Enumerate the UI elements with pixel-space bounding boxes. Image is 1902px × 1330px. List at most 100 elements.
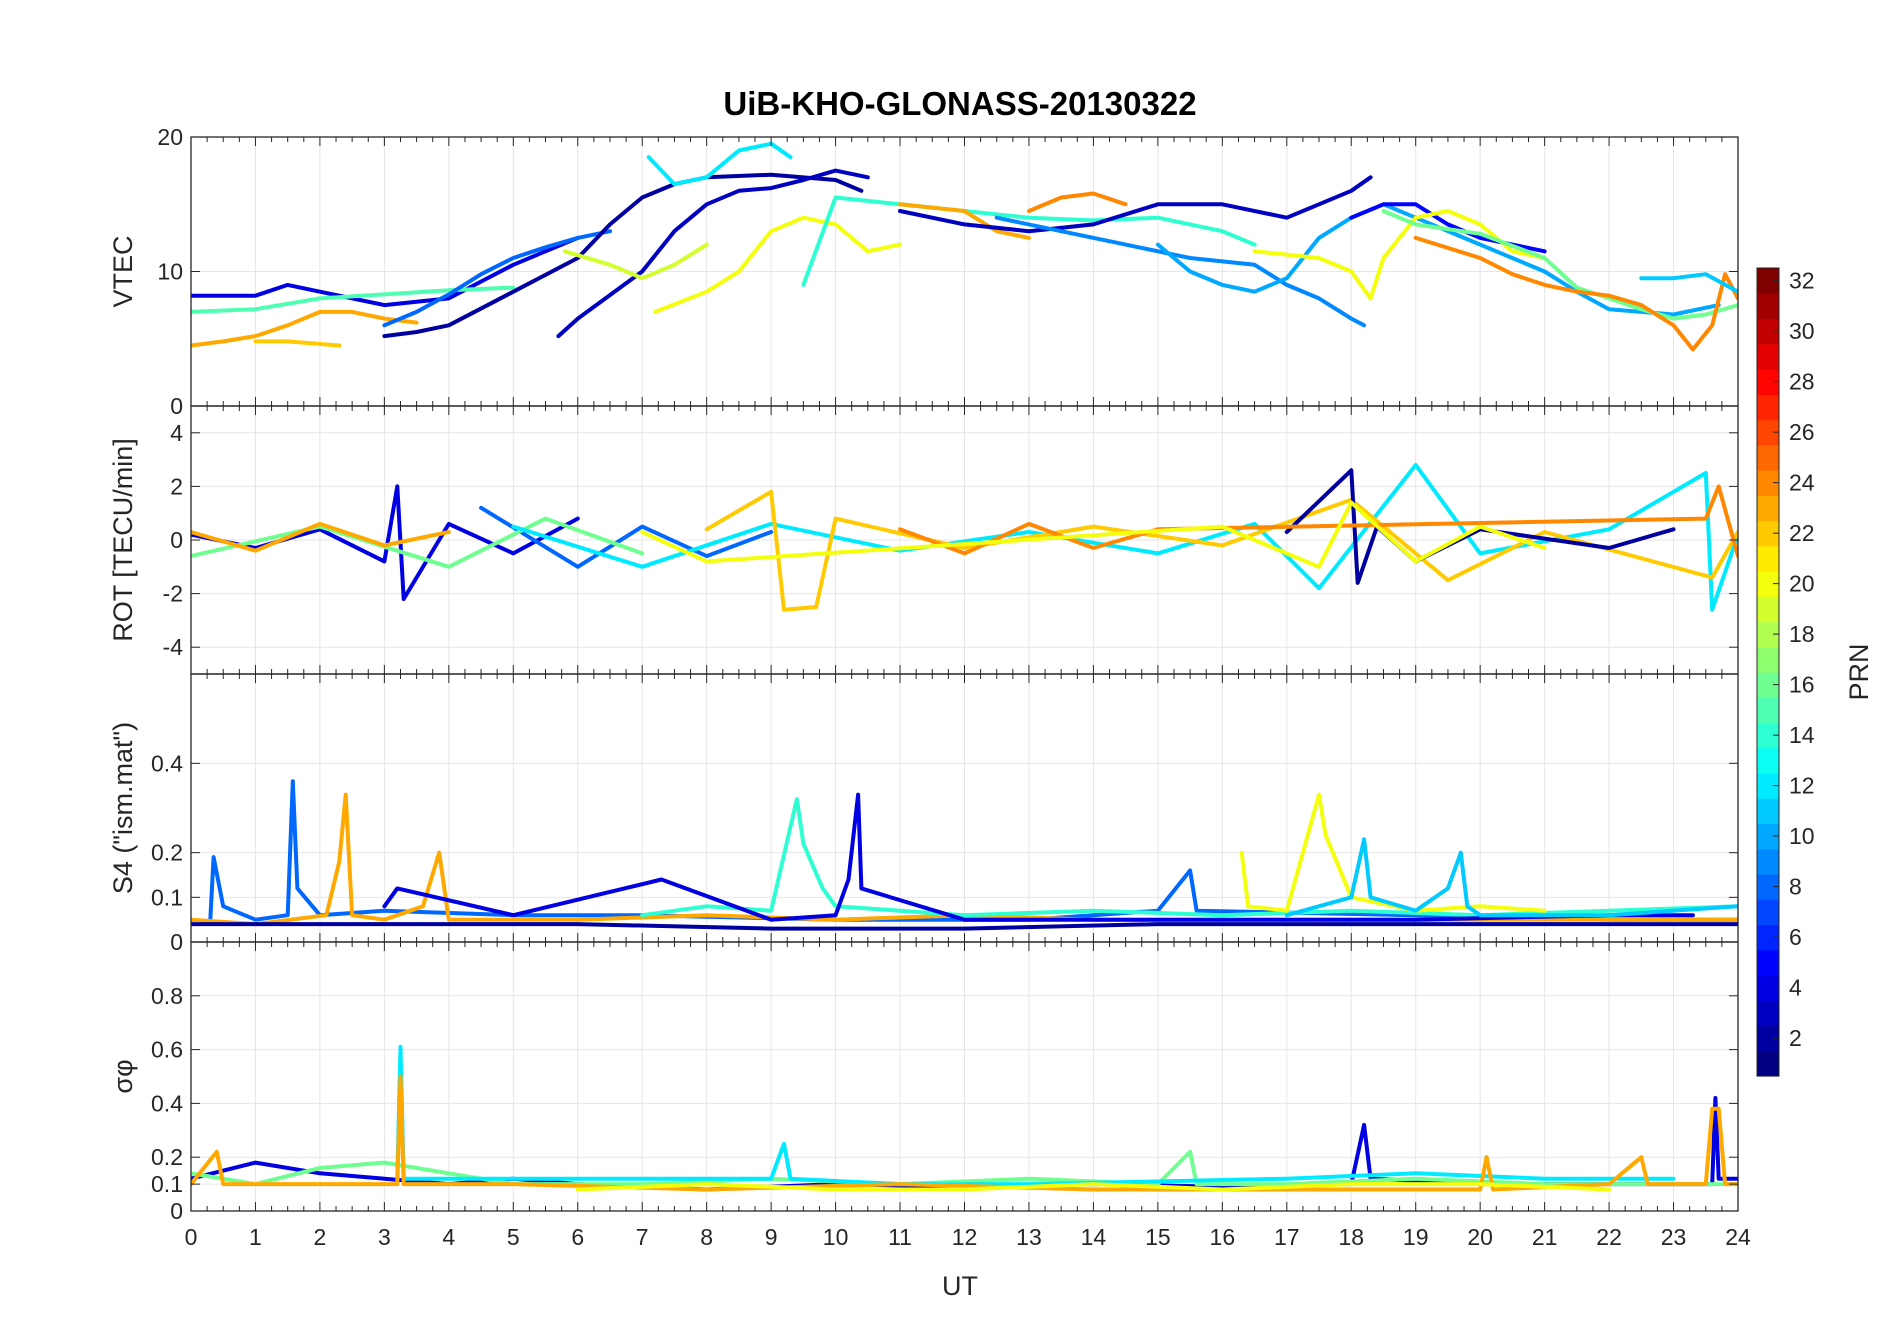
y-tick-label: 0.2	[151, 840, 183, 866]
colorbar-label: PRN	[1844, 643, 1874, 700]
colorbar-tick-label: 8	[1789, 874, 1802, 900]
colorbar-swatch	[1757, 899, 1779, 926]
colorbar-swatch	[1757, 268, 1779, 294]
y-tick-label: 0	[170, 527, 183, 553]
colorbar-swatch	[1757, 747, 1779, 774]
x-tick-label: 9	[765, 1224, 778, 1250]
x-tick-label: 2	[314, 1224, 327, 1250]
chart-title: UiB-KHO-GLONASS-20130322	[723, 85, 1196, 122]
series-prn-22	[704, 489, 1738, 612]
x-tick-label: 22	[1596, 1224, 1622, 1250]
colorbar-swatch	[1757, 697, 1779, 724]
x-tick-label: 4	[442, 1224, 455, 1250]
colorbar-swatch	[1757, 1000, 1779, 1027]
series-prn-20	[575, 1182, 1612, 1192]
series-prn-9	[994, 215, 1367, 328]
x-tick-label: 0	[185, 1224, 198, 1250]
series-prn-11	[1639, 272, 1738, 294]
series-prn-11	[1284, 837, 1738, 918]
x-tick-label: 18	[1338, 1224, 1364, 1250]
y-tick-label: -2	[163, 581, 183, 607]
colorbar-tick-label: 12	[1789, 773, 1815, 799]
y-tick-label: 0.6	[151, 1037, 183, 1063]
series-prn-8	[479, 505, 774, 569]
series-prn-16	[191, 516, 645, 569]
panel-sigma_phi: 00.10.2 0.4 0.6 0.8 σφ	[108, 941, 1739, 1224]
series-prn-23	[898, 202, 1031, 240]
series-prn-4	[191, 235, 580, 308]
y-tick-label: 2	[170, 473, 183, 499]
colorbar-tick-label: 26	[1789, 419, 1815, 445]
series-prn-8	[382, 229, 612, 328]
series-prn-3	[556, 168, 870, 339]
series-prn-14	[801, 195, 1257, 287]
colorbar-swatch	[1757, 545, 1779, 572]
colorbar-tick-label: 30	[1789, 318, 1815, 344]
series-group	[191, 463, 1738, 612]
colorbar-swatch	[1757, 874, 1779, 900]
series-prn-24	[898, 484, 1738, 559]
series-prn-2	[382, 172, 864, 339]
colorbar-tick-label: 16	[1789, 672, 1815, 698]
series-prn-23	[191, 309, 419, 348]
colorbar-swatch	[1757, 621, 1779, 648]
colorbar-swatch	[1757, 798, 1779, 825]
y-tick-label: 0	[170, 393, 183, 419]
series-prn-2	[191, 922, 1738, 931]
series-prn-12	[646, 141, 793, 187]
x-tick-label: 7	[636, 1224, 649, 1250]
x-tick-label: 8	[700, 1224, 713, 1250]
y-tick-label: 0.1	[151, 884, 183, 910]
colorbar-swatch	[1757, 949, 1779, 976]
x-tick-label: 5	[507, 1224, 520, 1250]
series-prn-10	[1155, 202, 1721, 317]
colorbar-tick-label: 28	[1789, 369, 1815, 395]
series-prn-14	[640, 797, 1738, 918]
y-tick-label: 0.8	[151, 983, 183, 1009]
colorbar-swatch	[1757, 470, 1779, 496]
colorbar-swatch	[1757, 924, 1779, 951]
series-prn-16	[1381, 209, 1738, 321]
series-group	[191, 779, 1738, 931]
colorbar-tick-label: 6	[1789, 924, 1802, 950]
x-tick-label: 23	[1661, 1224, 1687, 1250]
colorbar-tick-label: 22	[1789, 520, 1815, 546]
colorbar-swatch	[1757, 444, 1779, 471]
y-tick-label: 20	[157, 124, 183, 150]
x-tick-label: 20	[1467, 1224, 1493, 1250]
x-tick-label: 3	[378, 1224, 391, 1250]
panel-rot: -4 -2 0 2 4 ROT [TECU/min]	[108, 405, 1739, 675]
series-prn-22	[253, 339, 342, 348]
panel-s4: 0 0.1 0.2 0.4 S4 ("ism.mat")	[108, 673, 1739, 955]
colorbar-tick-label: 24	[1789, 470, 1815, 496]
x-tick-label: 16	[1210, 1224, 1236, 1250]
x-tick-label: 10	[823, 1224, 849, 1250]
series-prn-12	[395, 1044, 1676, 1187]
colorbar-swatch	[1757, 672, 1779, 698]
series-prn-24	[1413, 235, 1738, 352]
x-tick-label: 15	[1145, 1224, 1171, 1250]
colorbar-tick-label: 2	[1789, 1025, 1802, 1051]
colorbar-tick-label: 10	[1789, 823, 1815, 849]
colorbar-tick-label: 32	[1789, 268, 1815, 294]
x-tick-label: 24	[1725, 1224, 1751, 1250]
x-tick-label: 12	[952, 1224, 978, 1250]
x-tick-label: 11	[888, 1224, 912, 1250]
x-tick-label: 21	[1532, 1224, 1558, 1250]
series-prn-12	[511, 463, 1738, 612]
series-prn-16	[191, 1149, 1738, 1187]
colorbar-swatch	[1757, 520, 1779, 547]
y-tick-label: -4	[163, 634, 184, 660]
y-tick-label: 0.4	[151, 750, 183, 776]
x-axis-label: UT	[942, 1271, 978, 1301]
y-tick-label: 4	[170, 420, 183, 446]
y-tick-label: 0.1	[151, 1171, 183, 1197]
series-prn-20	[653, 215, 902, 314]
series-prn-23	[191, 521, 451, 553]
y-axis-label: VTEC	[108, 235, 138, 307]
colorbar-swatch	[1757, 596, 1779, 623]
x-tick-label: 13	[1016, 1224, 1042, 1250]
colorbar-tick-label: 20	[1789, 571, 1815, 597]
colorbar-swatch	[1757, 318, 1779, 345]
